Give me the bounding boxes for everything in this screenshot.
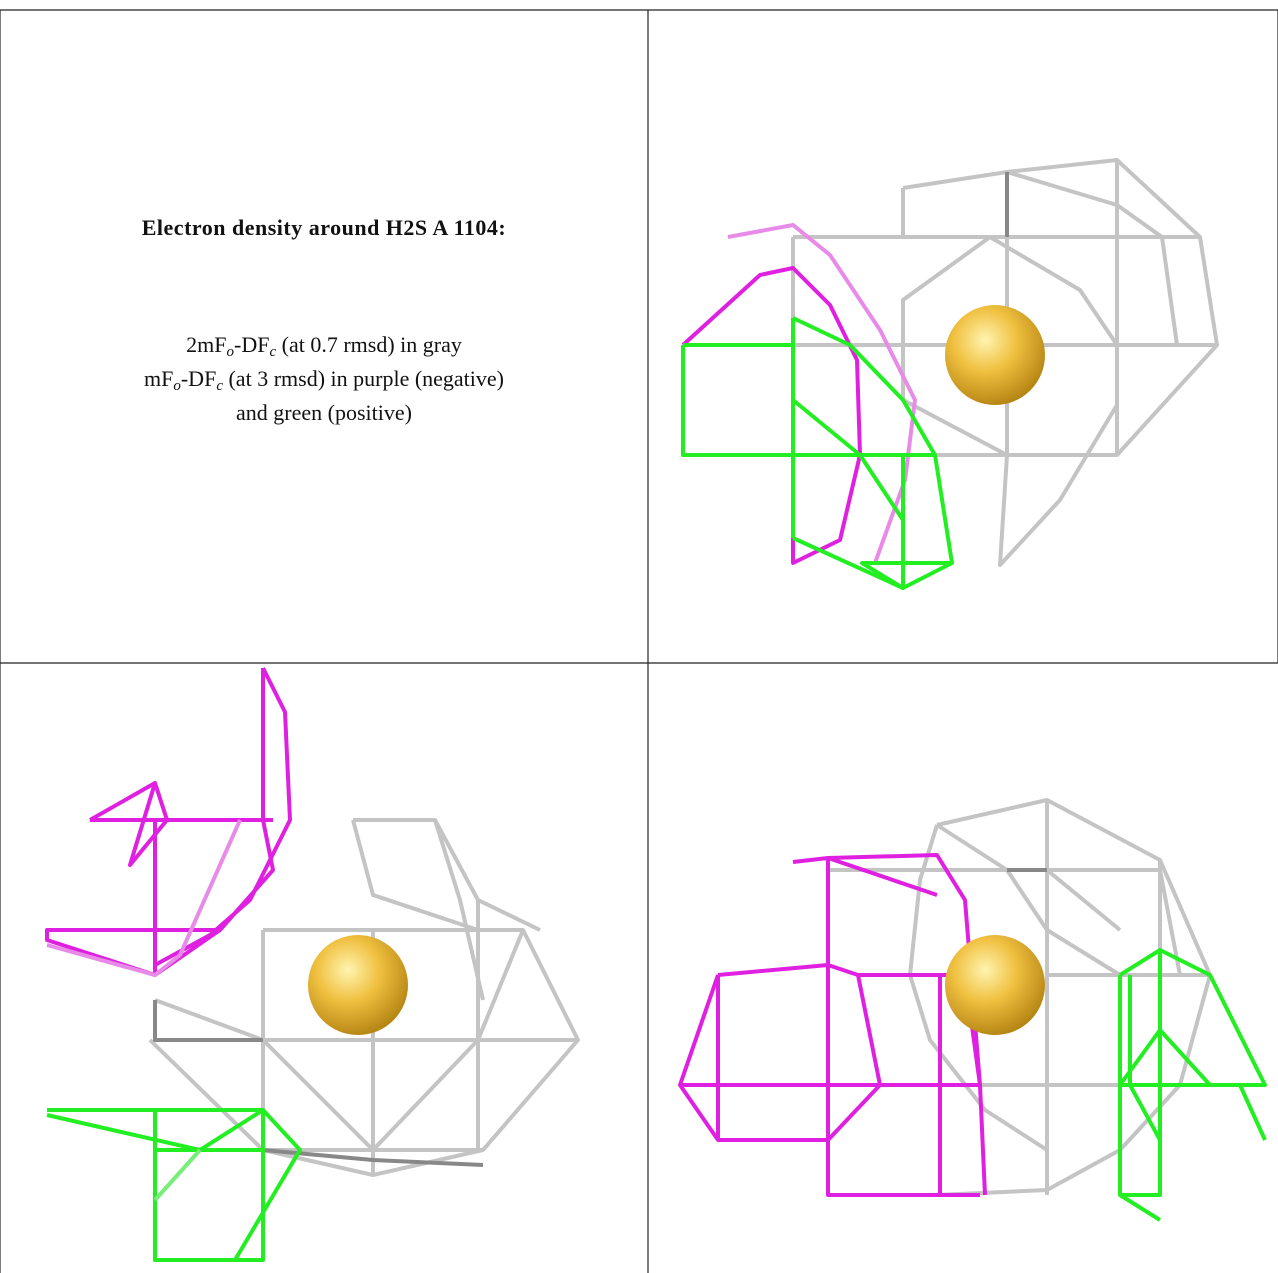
subscript: o xyxy=(227,344,235,360)
legend-text: 2mF xyxy=(186,332,226,357)
legend-text: (at 0.7 rmsd) in gray xyxy=(276,332,462,357)
sulfur-atom xyxy=(945,305,1045,405)
legend-text: -DF xyxy=(181,366,216,391)
legend-text: -DF xyxy=(234,332,269,357)
legend-text: mF xyxy=(144,366,173,391)
figure xyxy=(0,0,1278,1273)
legend-line: mFo-DFc (at 3 rmsd) in purple (negative) xyxy=(0,362,648,396)
sulfur-atom xyxy=(308,935,408,1035)
legend-line: 2mFo-DFc (at 0.7 rmsd) in gray xyxy=(0,328,648,362)
legend-line: and green (positive) xyxy=(0,396,648,430)
subscript: o xyxy=(173,378,181,394)
legend-text: (at 3 rmsd) in purple (negative) xyxy=(223,366,504,391)
density-map-1 xyxy=(683,160,1217,588)
density-map-2 xyxy=(47,668,578,1260)
legend: 2mFo-DFc (at 0.7 rmsd) in gray mFo-DFc (… xyxy=(0,328,648,430)
density-map-3 xyxy=(680,800,1265,1220)
page: Electron density around H2S A 1104: 2mFo… xyxy=(0,0,1278,1273)
legend-text: and green (positive) xyxy=(236,400,412,425)
title: Electron density around H2S A 1104: xyxy=(0,215,648,241)
sulfur-atom xyxy=(945,935,1045,1035)
subscript: c xyxy=(216,378,223,394)
